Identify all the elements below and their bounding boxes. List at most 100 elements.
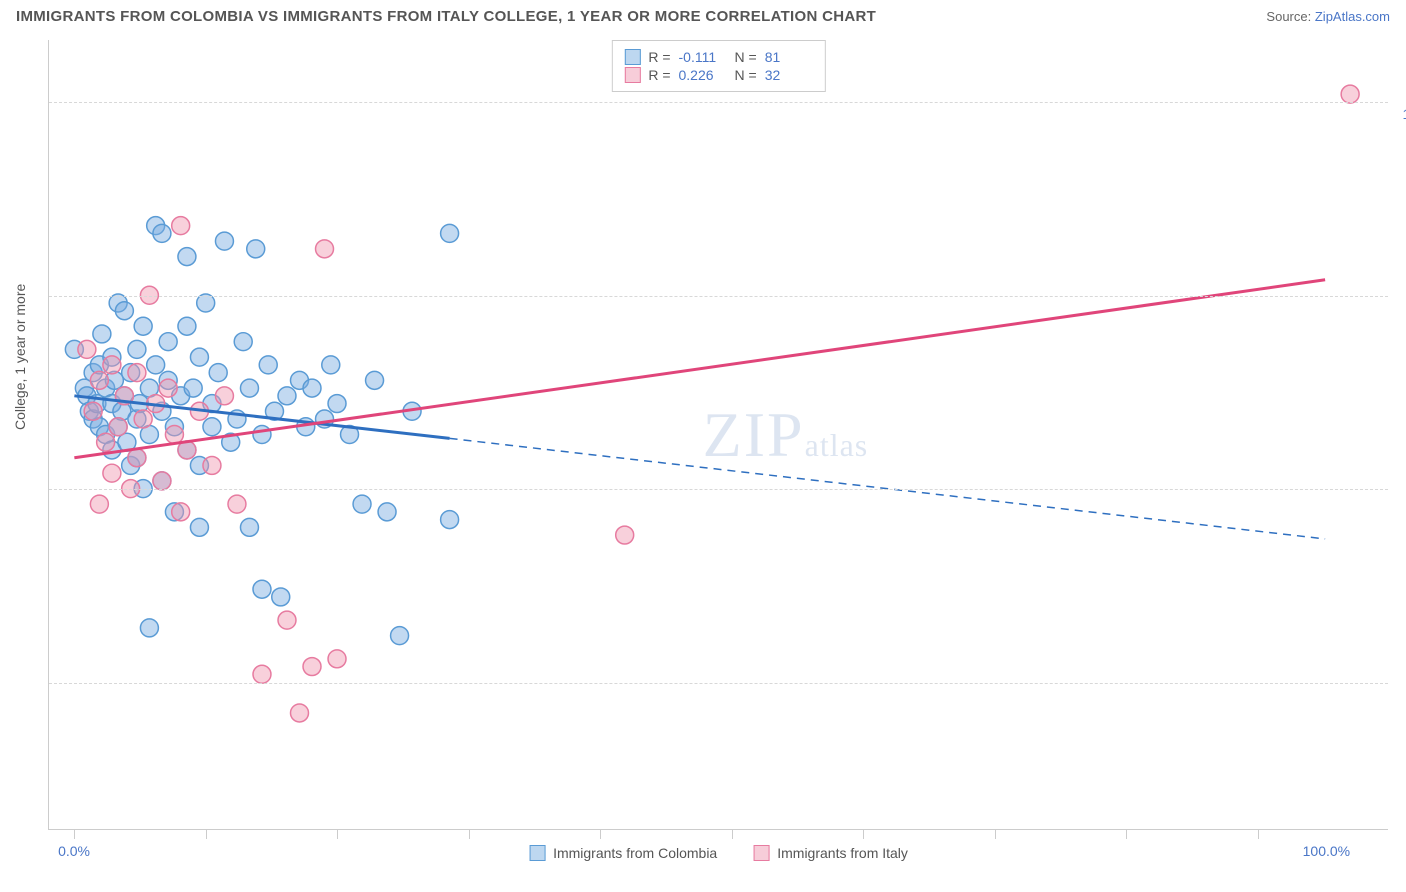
source-prefix: Source: xyxy=(1266,9,1311,24)
data-point xyxy=(247,240,265,258)
data-point xyxy=(103,464,121,482)
data-point xyxy=(93,325,111,343)
data-point xyxy=(240,379,258,397)
x-tick-label: 100.0% xyxy=(1303,843,1350,859)
data-point xyxy=(84,402,102,420)
x-tick xyxy=(732,829,733,839)
data-point xyxy=(1341,85,1359,103)
data-point xyxy=(253,665,271,683)
data-point xyxy=(140,619,158,637)
legend-item: Immigrants from Colombia xyxy=(529,845,717,861)
source-link[interactable]: ZipAtlas.com xyxy=(1315,9,1390,24)
data-point xyxy=(616,526,634,544)
data-point xyxy=(272,588,290,606)
x-tick xyxy=(1126,829,1127,839)
data-point xyxy=(109,418,127,436)
x-tick xyxy=(469,829,470,839)
data-point xyxy=(90,495,108,513)
data-point xyxy=(328,650,346,668)
series-name: Immigrants from Colombia xyxy=(553,845,717,861)
data-point xyxy=(322,356,340,374)
data-point xyxy=(197,294,215,312)
data-point xyxy=(159,379,177,397)
legend-swatch xyxy=(753,845,769,861)
series-name: Immigrants from Italy xyxy=(777,845,908,861)
n-value: 32 xyxy=(765,67,813,83)
gridline xyxy=(49,489,1388,490)
data-point xyxy=(441,224,459,242)
data-point xyxy=(209,364,227,382)
data-point xyxy=(316,240,334,258)
data-point xyxy=(178,248,196,266)
data-point xyxy=(228,495,246,513)
x-tick-label: 0.0% xyxy=(58,843,90,859)
x-tick xyxy=(74,829,75,839)
data-point xyxy=(240,518,258,536)
r-label: R = xyxy=(648,67,670,83)
data-point xyxy=(190,348,208,366)
data-point xyxy=(78,340,96,358)
data-point xyxy=(90,371,108,389)
gridline xyxy=(49,296,1388,297)
data-point xyxy=(184,379,202,397)
data-point xyxy=(190,518,208,536)
data-point xyxy=(366,371,384,389)
data-point xyxy=(278,611,296,629)
data-point xyxy=(303,658,321,676)
n-label: N = xyxy=(735,49,757,65)
data-point xyxy=(153,472,171,490)
x-tick xyxy=(1258,829,1259,839)
correlation-legend: R =-0.111N =81R =0.226N =32 xyxy=(611,40,825,92)
data-point xyxy=(278,387,296,405)
data-point xyxy=(203,418,221,436)
data-point xyxy=(391,627,409,645)
chart-title: IMMIGRANTS FROM COLOMBIA VS IMMIGRANTS F… xyxy=(16,8,876,25)
data-point xyxy=(159,333,177,351)
data-point xyxy=(97,433,115,451)
data-point xyxy=(291,704,309,722)
data-point xyxy=(234,333,252,351)
data-point xyxy=(441,511,459,529)
data-point xyxy=(215,232,233,250)
data-point xyxy=(128,364,146,382)
data-point xyxy=(353,495,371,513)
data-point xyxy=(253,426,271,444)
data-point xyxy=(115,302,133,320)
gridline xyxy=(49,102,1388,103)
data-point xyxy=(128,340,146,358)
legend-row: R = -0.111 N = 81 xyxy=(624,49,812,65)
data-point xyxy=(378,503,396,521)
x-tick xyxy=(995,829,996,839)
gridline xyxy=(49,683,1388,684)
r-value: 0.226 xyxy=(679,67,727,83)
legend-swatch xyxy=(624,49,640,65)
data-point xyxy=(203,456,221,474)
r-value: -0.111 xyxy=(679,49,727,65)
y-tick-label: 100.0% xyxy=(1403,106,1406,122)
data-point xyxy=(153,224,171,242)
data-point xyxy=(165,426,183,444)
legend-swatch xyxy=(624,67,640,83)
n-value: 81 xyxy=(765,49,813,65)
data-point xyxy=(147,356,165,374)
scatter-plot-svg xyxy=(49,40,1388,829)
data-point xyxy=(134,317,152,335)
data-point xyxy=(328,395,346,413)
x-tick xyxy=(337,829,338,839)
legend-swatch xyxy=(529,845,545,861)
x-tick xyxy=(863,829,864,839)
x-tick xyxy=(600,829,601,839)
source-label: Source: ZipAtlas.com xyxy=(1266,9,1390,24)
x-tick xyxy=(206,829,207,839)
data-point xyxy=(103,356,121,374)
data-point xyxy=(172,503,190,521)
data-point xyxy=(178,317,196,335)
data-point xyxy=(303,379,321,397)
data-point xyxy=(215,387,233,405)
data-point xyxy=(253,580,271,598)
r-label: R = xyxy=(648,49,670,65)
chart-plot-area: R =-0.111N =81R =0.226N =32 ZIPatlas Imm… xyxy=(48,40,1388,830)
series-legend: Immigrants from Colombia Immigrants from … xyxy=(529,845,908,861)
data-point xyxy=(134,410,152,428)
data-point xyxy=(172,217,190,235)
